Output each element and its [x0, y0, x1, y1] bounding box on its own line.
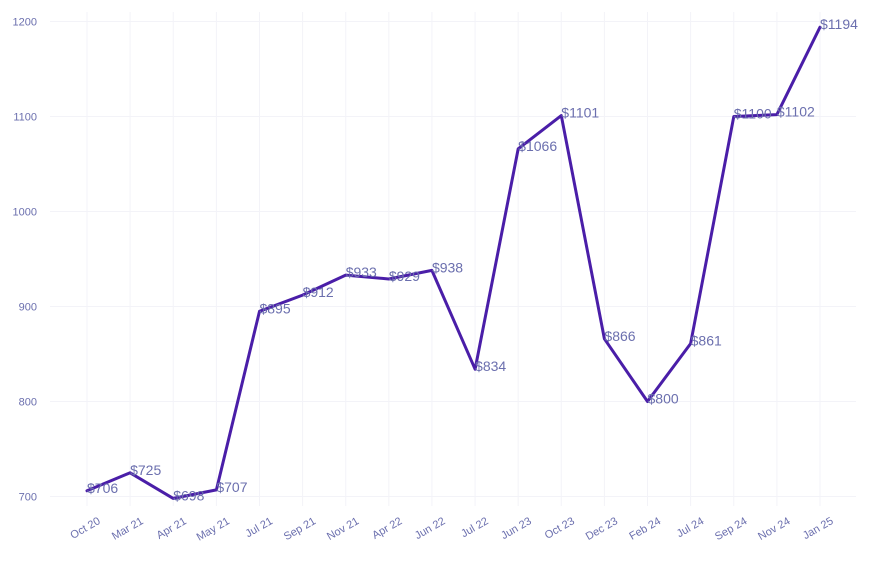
data-label: $933 [346, 264, 377, 280]
data-label: $725 [130, 462, 161, 478]
x-tick-label: Mar 21 [110, 515, 146, 543]
x-tick-label: Jan 25 [801, 515, 836, 542]
y-tick-label: 1000 [13, 207, 37, 219]
data-label: $1066 [518, 138, 557, 154]
x-tick-label: Nov 24 [756, 515, 792, 543]
grid-layer [50, 12, 856, 506]
x-tick-label: Dec 23 [584, 515, 620, 543]
x-tick-label: Apr 22 [370, 515, 404, 542]
data-label: $1100 [734, 106, 772, 122]
y-tick-label: 1200 [13, 17, 37, 29]
data-label: $938 [432, 259, 463, 275]
x-tick-label: Jul 22 [459, 515, 490, 540]
x-tick-label: Nov 21 [325, 515, 361, 543]
x-tick-label: Jul 24 [675, 515, 706, 540]
x-tick-label: May 21 [195, 515, 232, 543]
data-label: $834 [475, 358, 506, 374]
x-tick-label: Oct 23 [543, 515, 577, 542]
data-label: $706 [87, 480, 118, 496]
y-tick-label: 700 [19, 492, 37, 504]
y-tick-label: 900 [19, 302, 37, 314]
series-layer [85, 25, 822, 500]
data-label: $1194 [820, 16, 858, 32]
x-tick-label: Apr 21 [155, 515, 189, 542]
x-axis: Oct 20 Mar 21 Apr 21 May 21 Jul 21 Sep 21 Nov … [68, 515, 835, 543]
data-label: $1101 [561, 105, 599, 121]
data-label: $707 [216, 479, 247, 495]
data-label: $861 [691, 333, 722, 349]
data-label: $912 [303, 284, 334, 300]
y-axis: 700 800 900 1000 1100 1200 [13, 17, 37, 504]
data-label: $895 [259, 300, 290, 316]
data-label: $929 [389, 268, 420, 284]
data-label: $866 [604, 328, 635, 344]
data-label: $698 [173, 487, 204, 503]
series-line [85, 25, 822, 500]
y-tick-label: 800 [19, 397, 37, 409]
x-tick-label: Oct 20 [68, 515, 102, 542]
x-tick-label: Sep 24 [713, 515, 749, 543]
x-tick-label: Jun 23 [499, 515, 534, 542]
x-tick-label: Sep 21 [282, 515, 318, 543]
data-label: $800 [648, 391, 679, 407]
data-label: $1102 [777, 104, 815, 120]
data-labels: $706 $725 $698 $707 $895 $912 $933 $929 $938 $834… [87, 16, 858, 503]
y-tick-label: 1100 [13, 112, 37, 124]
x-tick-label: Feb 24 [627, 515, 663, 543]
x-tick-label: Jun 22 [413, 515, 448, 542]
x-tick-label: Jul 21 [244, 515, 275, 540]
